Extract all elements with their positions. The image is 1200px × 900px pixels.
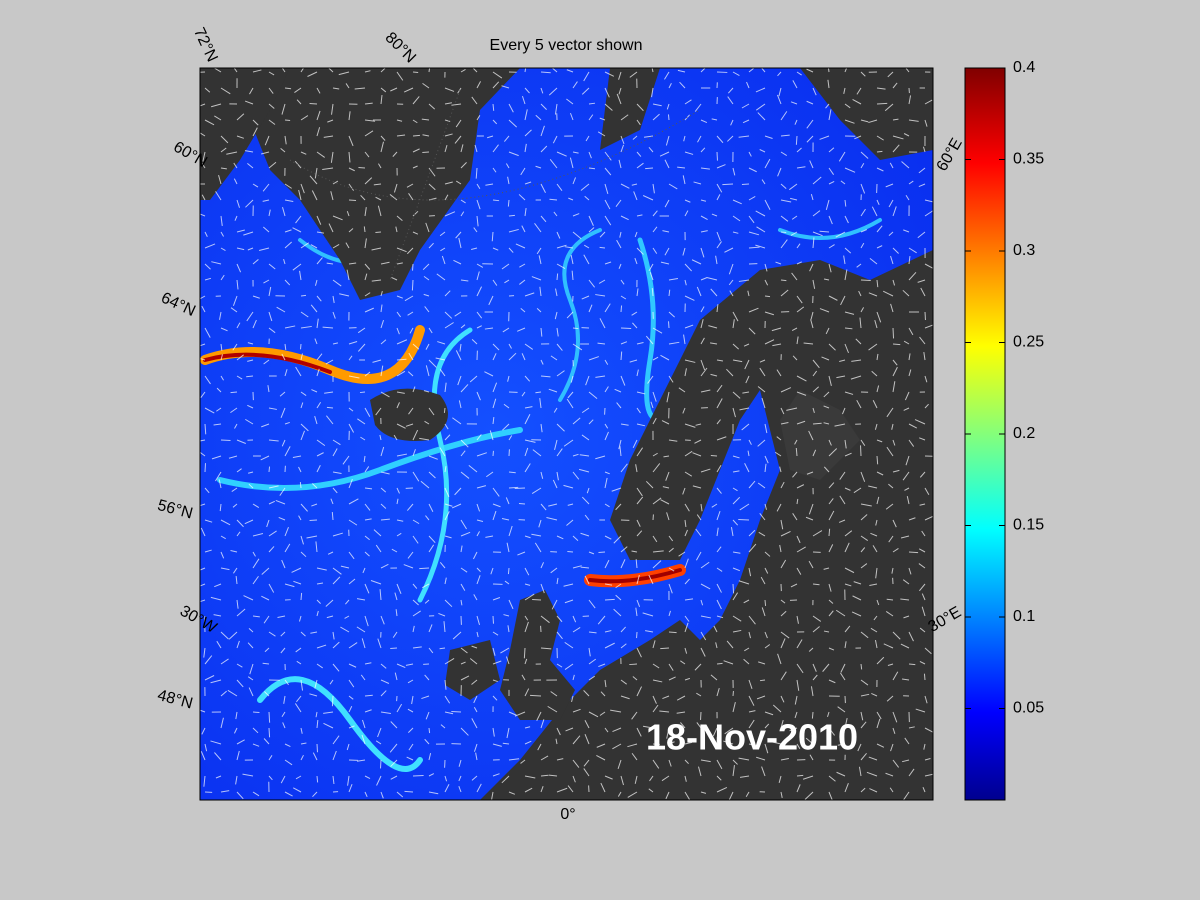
colorbar-tick-label: 0.25 (1013, 334, 1044, 351)
colorbar-tick-label: 0.3 (1013, 242, 1035, 259)
map-area (200, 68, 933, 800)
map-frame (199, 67, 934, 801)
colorbar-tick-label: 0.15 (1013, 517, 1044, 534)
colorbar-tick-label: 0.35 (1013, 151, 1044, 168)
colorbar-tick-label: 0.05 (1013, 700, 1044, 717)
colorbar-tick-label: 0.4 (1013, 59, 1035, 76)
graticule (289, 89, 701, 281)
lon-label: 0° (560, 806, 575, 823)
colorbar-tick-label: 0.2 (1013, 425, 1035, 442)
colorbar-tick-label: 0.1 (1013, 608, 1035, 625)
map-title: Every 5 vector shown (490, 37, 643, 54)
vectors (200, 68, 933, 800)
land (200, 68, 933, 800)
current-streaks (200, 218, 882, 772)
date-label: 18-Nov-2010 (646, 717, 858, 758)
